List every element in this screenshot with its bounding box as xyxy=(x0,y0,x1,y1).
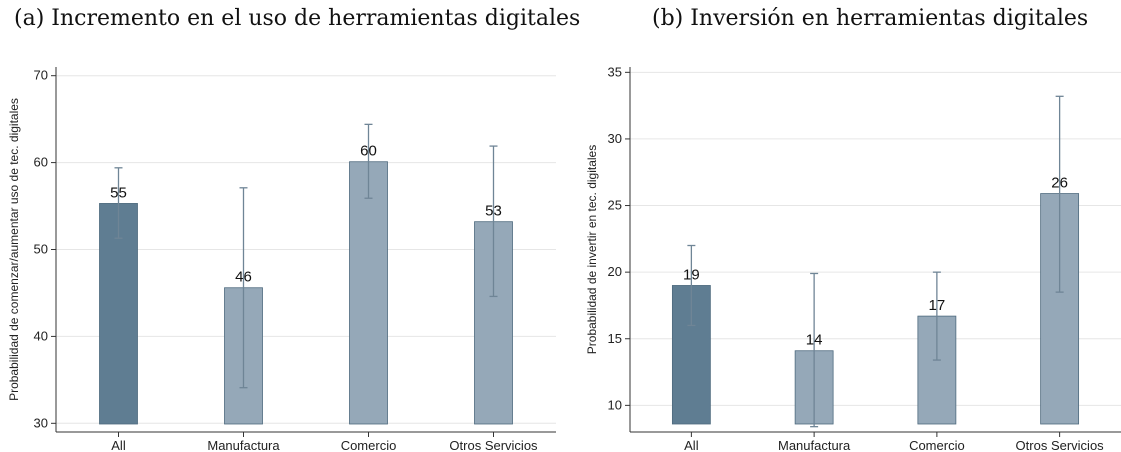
data-label: 19 xyxy=(683,266,700,283)
x-tick-label: Comercio xyxy=(909,438,965,452)
y-tick-label: 40 xyxy=(34,328,48,343)
y-tick-label: 25 xyxy=(608,198,622,213)
y-tick-label: 35 xyxy=(608,64,622,79)
bar xyxy=(671,285,711,425)
x-tick-label: Otros Servicios xyxy=(1016,438,1105,452)
y-axis-label: Probabilidad de comenzar/aumentar uso de… xyxy=(7,98,21,401)
y-tick-label: 50 xyxy=(34,242,48,257)
x-tick-label: Manufactura xyxy=(207,438,280,452)
y-axis-label: Probabilidad de invertir en tec. digital… xyxy=(585,145,599,354)
chart-title-a: (a) Incremento en el uso de herramientas… xyxy=(14,6,581,31)
y-tick-label: 15 xyxy=(608,331,622,346)
y-tick-label: 60 xyxy=(34,155,48,170)
y-tick-label: 20 xyxy=(608,264,622,279)
x-tick-label: All xyxy=(684,438,699,452)
x-tick-label: Comercio xyxy=(341,438,397,452)
data-label: 46 xyxy=(235,269,252,286)
data-label: 53 xyxy=(485,203,502,220)
x-tick-label: Manufactura xyxy=(778,438,851,452)
data-label: 55 xyxy=(110,184,127,201)
y-tick-label: 70 xyxy=(34,68,48,83)
y-tick-label: 30 xyxy=(608,131,622,146)
y-tick-label: 10 xyxy=(608,397,622,412)
x-tick-label: Otros Servicios xyxy=(449,438,538,452)
x-tick-label: All xyxy=(111,438,126,452)
y-tick-label: 30 xyxy=(34,415,48,430)
data-label: 60 xyxy=(360,143,377,160)
bar xyxy=(349,161,388,425)
data-label: 14 xyxy=(806,332,823,349)
data-label: 17 xyxy=(929,297,946,314)
data-label: 26 xyxy=(1051,175,1068,192)
chart-title-b: (b) Inversión en herramientas digitales xyxy=(652,6,1089,31)
